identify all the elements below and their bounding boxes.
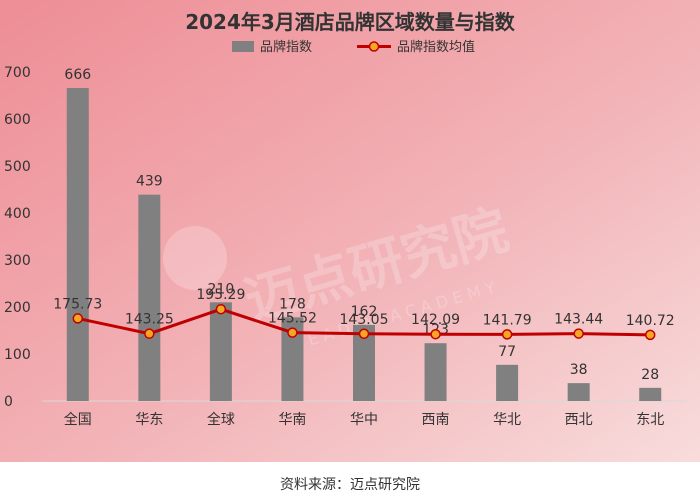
bar-series xyxy=(66,87,662,401)
legend-bar-label: 品牌指数 xyxy=(260,39,312,55)
bar-data-label: 77 xyxy=(498,344,516,360)
mean-point xyxy=(358,328,370,340)
bar xyxy=(138,194,161,401)
mean-data-label: 141.79 xyxy=(483,312,532,328)
y-tick-label: 200 xyxy=(4,300,31,316)
mean-point xyxy=(573,328,584,339)
x-tick-label: 华中 xyxy=(350,412,378,428)
mean-point xyxy=(287,327,298,338)
bar-data-label: 210 xyxy=(208,281,235,297)
line-data-labels: 175.73 143.25 195.29 145.52 143.05 142.09 141.… xyxy=(53,287,674,329)
y-tick-label: 0 xyxy=(4,394,13,410)
bar xyxy=(66,87,89,401)
mean-data-label: 175.73 xyxy=(53,296,102,312)
mean-data-label: 143.05 xyxy=(340,312,389,328)
bar-data-label: 439 xyxy=(136,174,163,190)
mean-data-label: 142.09 xyxy=(411,312,460,328)
x-tick-label: 西北 xyxy=(565,412,593,428)
mean-point xyxy=(144,328,155,339)
x-tick-label: 华南 xyxy=(278,412,306,428)
plot-background xyxy=(0,0,700,462)
x-axis: 全国 华东 全球 华南 华中 西南 华北 西北 东北 xyxy=(64,411,664,428)
bar-data-label: 28 xyxy=(641,367,659,383)
legend-line-label: 品牌指数均值 xyxy=(397,39,475,55)
bar xyxy=(496,364,519,401)
y-tick-label: 300 xyxy=(4,253,31,269)
mean-point xyxy=(215,303,227,315)
bar xyxy=(209,302,232,401)
y-tick-label: 400 xyxy=(4,206,31,222)
source-note: 资料来源：迈点研究院 xyxy=(280,477,420,493)
mean-data-label: 143.25 xyxy=(125,312,174,328)
mean-point xyxy=(501,329,513,340)
bar xyxy=(281,317,304,401)
bar xyxy=(353,324,375,401)
x-tick-label: 全球 xyxy=(207,411,235,428)
bar-data-label: 666 xyxy=(64,67,91,83)
y-axis: 0 100 200 300 400 500 600 700 xyxy=(4,65,31,410)
x-tick-label: 全国 xyxy=(64,411,92,428)
bar xyxy=(567,383,590,401)
y-tick-label: 700 xyxy=(4,65,31,81)
legend-bar-swatch xyxy=(232,41,254,52)
bar xyxy=(424,343,447,401)
bar-data-label: 162 xyxy=(351,304,378,320)
mean-point xyxy=(430,328,441,340)
mean-data-label: 143.44 xyxy=(554,312,603,328)
legend: 品牌指数 品牌指数均值 xyxy=(232,39,475,55)
x-tick-label: 华北 xyxy=(493,412,521,428)
bar-data-label: 38 xyxy=(570,362,588,378)
line-series xyxy=(72,303,656,341)
bar xyxy=(639,387,662,401)
legend-line-marker xyxy=(368,41,380,52)
x-tick-label: 华东 xyxy=(135,412,163,428)
x-tick-label: 东北 xyxy=(636,412,664,428)
bar-data-label: 178 xyxy=(279,296,306,312)
y-tick-label: 600 xyxy=(4,112,31,128)
y-tick-label: 100 xyxy=(4,347,31,363)
watermark-logo-icon xyxy=(163,226,227,290)
mean-point xyxy=(72,313,84,324)
mean-point xyxy=(644,329,656,341)
mean-data-label: 195.29 xyxy=(196,287,245,303)
mean-data-label: 140.72 xyxy=(626,313,675,329)
mean-data-label: 145.52 xyxy=(268,311,317,327)
footer-background xyxy=(0,462,700,501)
y-tick-label: 500 xyxy=(4,159,31,175)
x-tick-label: 西南 xyxy=(422,412,450,428)
chart-title: 2024年3月酒店品牌区域数量与指数 xyxy=(185,10,516,34)
